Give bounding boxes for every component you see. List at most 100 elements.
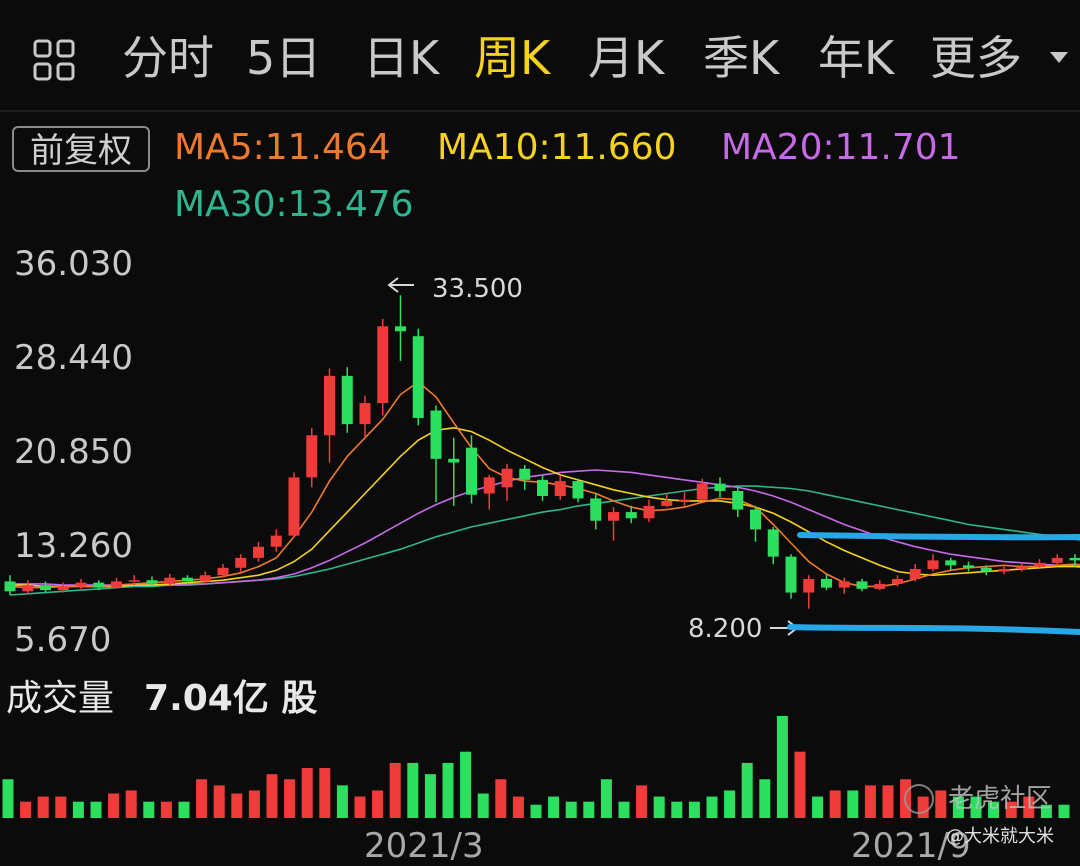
candle	[484, 475, 495, 510]
volume-bar	[302, 768, 313, 818]
candle-body	[821, 579, 832, 588]
volume-bar	[513, 797, 524, 818]
candle	[590, 493, 601, 529]
candle-body	[1016, 567, 1027, 569]
volume-bar	[425, 774, 436, 818]
candle-body	[235, 558, 246, 568]
volume-bar	[126, 790, 137, 818]
candle-body	[679, 500, 690, 502]
resistance-line-annotation	[800, 535, 1080, 537]
volume-title: 成交量	[6, 678, 114, 719]
candle	[395, 295, 406, 361]
watermark-user: @大米就大米	[946, 826, 1054, 848]
candle-body	[768, 529, 779, 556]
volume-bar	[865, 785, 876, 818]
candle-body	[732, 491, 743, 510]
volume-bar	[231, 794, 242, 818]
candle-body	[608, 512, 619, 521]
candle-body	[129, 580, 140, 582]
candle-body	[555, 481, 566, 496]
volume-bar	[20, 802, 31, 818]
volume-bar	[636, 785, 647, 818]
candle	[555, 475, 566, 500]
volume-bar	[319, 768, 330, 818]
candle	[644, 500, 655, 522]
candle	[608, 507, 619, 540]
volume-bar	[214, 785, 225, 818]
high-arrow-icon	[389, 278, 414, 292]
volume-bar	[724, 790, 735, 818]
candle-body	[413, 336, 424, 418]
candle-body	[786, 557, 797, 593]
volume-bar	[707, 797, 718, 818]
candle-body	[910, 569, 921, 579]
candle-body	[750, 510, 761, 530]
candle	[342, 367, 353, 433]
candle-body	[40, 585, 51, 590]
candle	[253, 542, 264, 562]
candle	[40, 581, 51, 592]
candle-body	[22, 585, 33, 591]
candle-body	[697, 484, 708, 500]
ma10-line	[10, 428, 1080, 587]
candle-body	[857, 581, 868, 588]
candle-body	[928, 560, 939, 569]
candle-body	[573, 481, 584, 498]
candle	[360, 396, 371, 438]
volume-bar	[531, 805, 542, 818]
volume-bar	[759, 779, 770, 818]
candle	[803, 575, 814, 608]
candle	[271, 529, 282, 551]
volume-bar	[742, 763, 753, 818]
volume-bar	[795, 752, 806, 818]
candle	[910, 564, 921, 581]
candle-body	[147, 580, 158, 584]
candle-body	[502, 469, 513, 488]
volume-bar	[619, 802, 630, 818]
candle-body	[999, 569, 1010, 571]
candle-body	[590, 498, 601, 520]
support-line-annotation	[790, 627, 1080, 632]
candle	[1034, 559, 1045, 568]
volume-bar	[249, 790, 260, 818]
candle	[5, 575, 16, 595]
candle	[732, 487, 743, 517]
volume-bar	[390, 763, 401, 818]
candle-body	[377, 326, 388, 403]
candle-body	[803, 579, 814, 593]
volume-bar	[548, 797, 559, 818]
candle-body	[945, 560, 956, 565]
volume-bar	[372, 790, 383, 818]
candle	[76, 579, 87, 589]
candle-body	[253, 547, 264, 558]
candle	[235, 554, 246, 571]
candle-body	[1070, 558, 1080, 560]
volume-bar	[812, 797, 823, 818]
candle	[377, 319, 388, 416]
volume-bar	[38, 797, 49, 818]
candle-body	[182, 578, 193, 582]
candle-body	[448, 459, 459, 463]
candle-body	[874, 584, 885, 589]
volume-bar	[583, 802, 594, 818]
volume-bar	[407, 763, 418, 818]
candle	[537, 475, 548, 501]
candle	[324, 368, 335, 462]
candle	[573, 479, 584, 503]
candle	[289, 472, 300, 538]
candle	[928, 554, 939, 571]
volume-bar	[91, 802, 102, 818]
candle	[1052, 554, 1063, 565]
volume-bar	[689, 802, 700, 818]
candle-body	[661, 501, 672, 506]
candle	[679, 492, 690, 506]
candle-body	[626, 512, 637, 518]
volume-bar	[337, 785, 348, 818]
volume-bar	[830, 790, 841, 818]
volume-bar	[267, 774, 278, 818]
watermark: 老虎社区	[904, 782, 1074, 816]
tiger-logo-icon	[904, 784, 934, 814]
candle-body	[839, 581, 850, 587]
